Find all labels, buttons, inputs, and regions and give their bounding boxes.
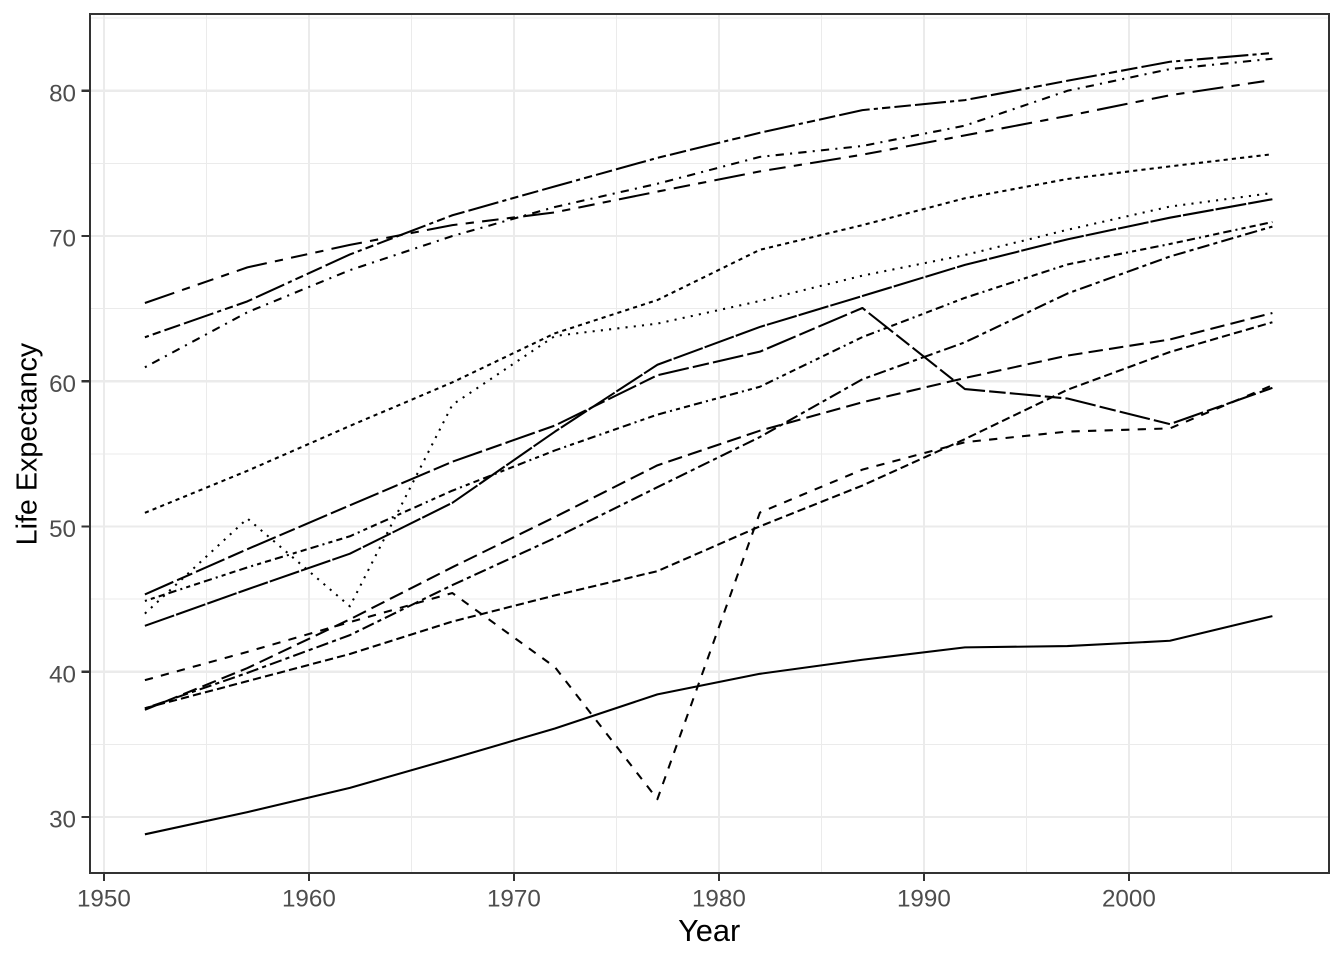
svg-text:1960: 1960 xyxy=(282,886,336,913)
svg-text:2000: 2000 xyxy=(1102,886,1156,913)
svg-text:1990: 1990 xyxy=(897,886,951,913)
svg-text:1980: 1980 xyxy=(692,886,746,913)
svg-text:60: 60 xyxy=(49,371,76,398)
svg-text:Year: Year xyxy=(678,913,740,948)
svg-text:70: 70 xyxy=(49,226,76,253)
svg-text:1950: 1950 xyxy=(77,886,131,913)
svg-text:40: 40 xyxy=(49,661,76,688)
svg-text:80: 80 xyxy=(49,80,76,107)
svg-text:30: 30 xyxy=(49,807,76,834)
svg-text:Life Expectancy: Life Expectancy xyxy=(12,342,44,545)
svg-text:50: 50 xyxy=(49,516,76,543)
svg-text:1970: 1970 xyxy=(487,886,541,913)
